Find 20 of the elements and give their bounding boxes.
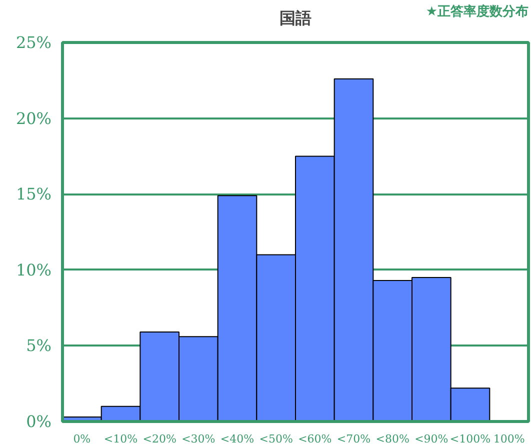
y-tick-label: 0% — [26, 412, 52, 431]
x-tick-label: <70% — [336, 432, 371, 446]
x-tick-label: <80% — [376, 432, 410, 446]
x-tick-label: <50% — [259, 432, 293, 446]
x-tick-label: <20% — [142, 432, 176, 446]
chart-title: 国語 — [280, 8, 312, 28]
x-tick-label: <100% — [450, 432, 491, 446]
y-tick-label: 15% — [16, 184, 52, 204]
x-tick-label: <10% — [104, 432, 138, 446]
x-tick-label: <90% — [414, 432, 448, 446]
x-tick-label: 0% — [73, 432, 91, 446]
x-tick-label: 100% — [493, 432, 525, 446]
y-tick-label: 25% — [16, 33, 52, 52]
x-tick-label: <30% — [182, 432, 216, 446]
y-tick-label: 10% — [16, 260, 52, 280]
text: ★正答率度数分布 — [426, 4, 528, 20]
y-tick-label: 20% — [16, 108, 52, 128]
y-tick-label: 5% — [26, 336, 52, 356]
x-tick-label: <60% — [298, 432, 332, 446]
x-tick-label: <40% — [220, 432, 254, 446]
